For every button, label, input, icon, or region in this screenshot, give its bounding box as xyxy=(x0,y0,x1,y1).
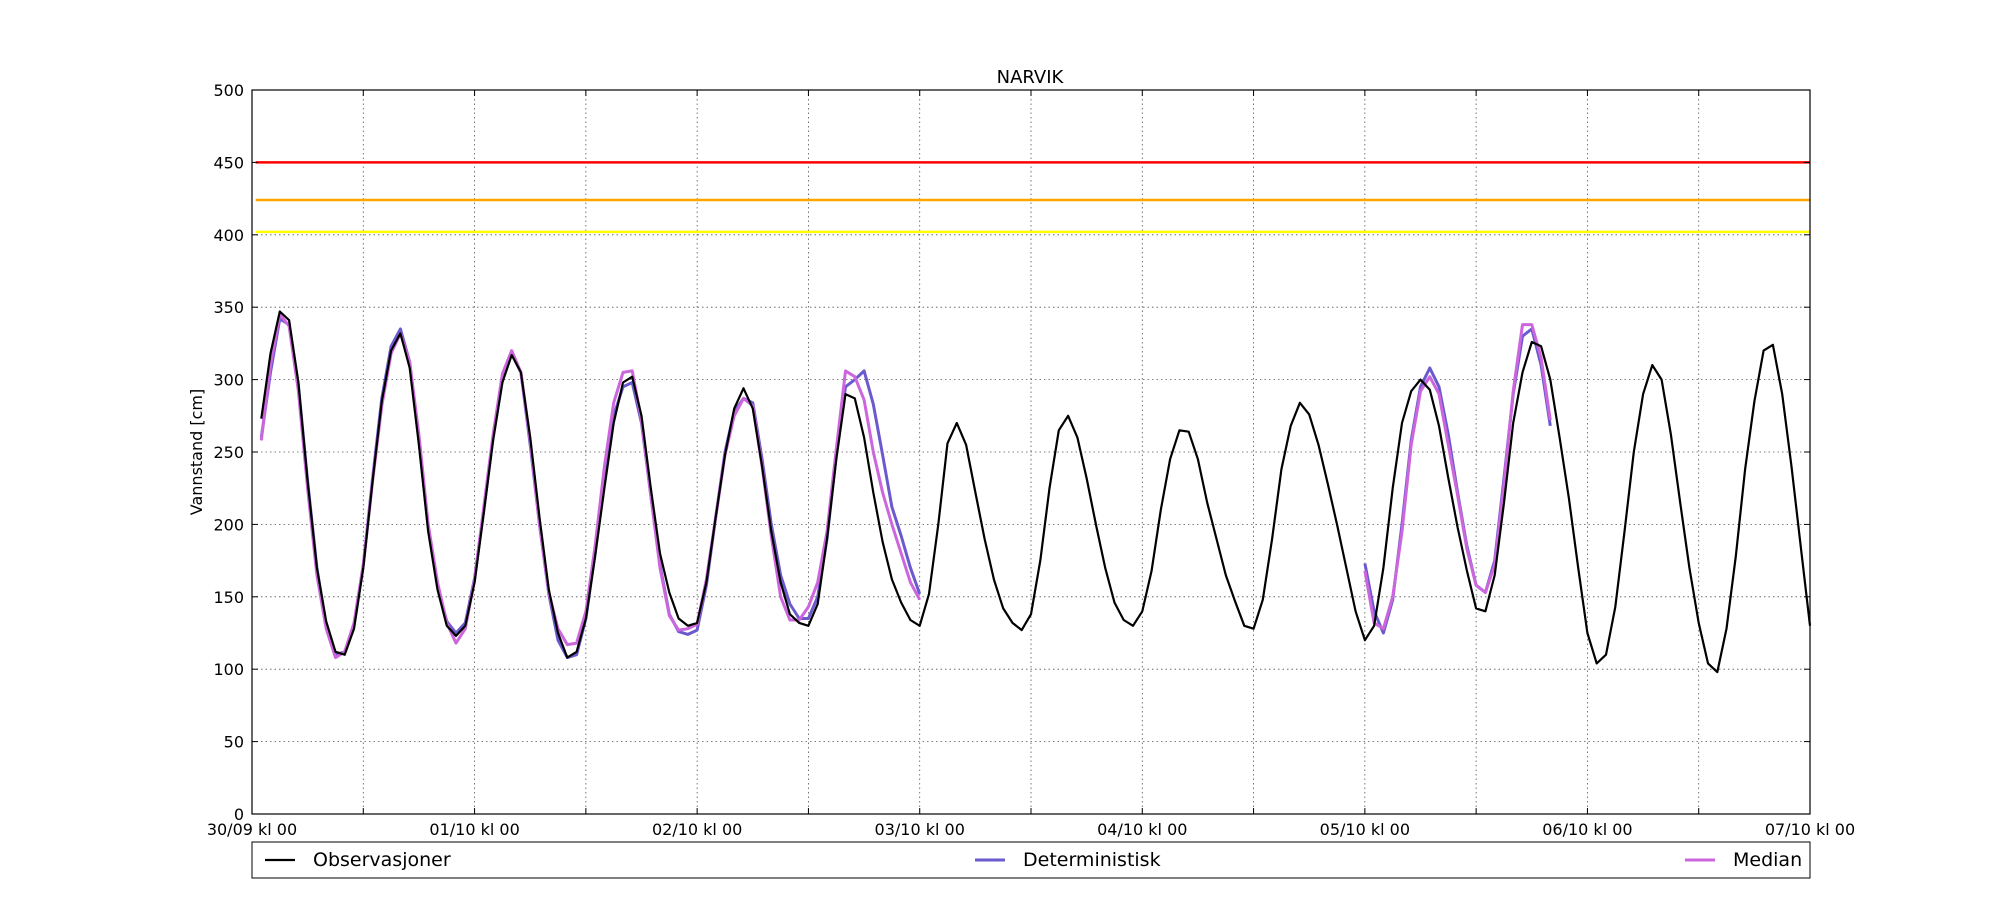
x-tick-label: 01/10 kl 00 xyxy=(429,820,519,839)
y-tick-label: 350 xyxy=(213,298,244,317)
y-axis-label: Vannstand [cm] xyxy=(187,389,206,515)
series-line-observasjoner xyxy=(260,310,1812,674)
x-tick-label: 04/10 kl 00 xyxy=(1097,820,1187,839)
series-line-median xyxy=(259,312,922,660)
legend-label: Deterministisk xyxy=(1023,849,1161,871)
legend-label: Observasjoner xyxy=(313,849,451,871)
y-tick-label: 250 xyxy=(213,443,244,462)
y-tick-label: 100 xyxy=(213,660,244,679)
x-axis-ticks: 30/09 kl 00 01/10 kl 00 02/10 kl 00 03/10 k… xyxy=(207,90,1855,839)
y-tick-label: 200 xyxy=(213,515,244,534)
y-axis-ticks: 0 50 100 150 200 250 300 350 400 450 500 xyxy=(213,81,1810,824)
legend: Observasjoner Deterministisk Median xyxy=(251,841,1811,879)
legend-frame xyxy=(251,841,1811,879)
x-tick-label: 07/10 kl 00 xyxy=(1765,820,1855,839)
x-tick-label: 02/10 kl 00 xyxy=(652,820,742,839)
series-line-median xyxy=(1363,323,1552,631)
y-tick-label: 450 xyxy=(213,153,244,172)
x-tick-label: 06/10 kl 00 xyxy=(1542,820,1632,839)
y-tick-label: 300 xyxy=(213,371,244,390)
y-tick-label: 150 xyxy=(213,588,244,607)
grid xyxy=(252,90,1810,814)
series-lines xyxy=(259,310,1812,674)
y-tick-label: 400 xyxy=(213,226,244,245)
threshold-lines xyxy=(255,161,1810,234)
x-tick-label: 03/10 kl 00 xyxy=(875,820,965,839)
y-tick-label: 0 xyxy=(234,805,244,824)
series-line-deterministisk xyxy=(259,317,922,660)
x-tick-label: 30/09 kl 00 xyxy=(207,820,297,839)
y-tick-label: 50 xyxy=(224,733,244,752)
legend-label: Median xyxy=(1733,849,1802,871)
x-tick-label: 05/10 kl 00 xyxy=(1320,820,1410,839)
y-tick-label: 500 xyxy=(213,81,244,100)
chart-title: NARVIK xyxy=(997,67,1065,88)
